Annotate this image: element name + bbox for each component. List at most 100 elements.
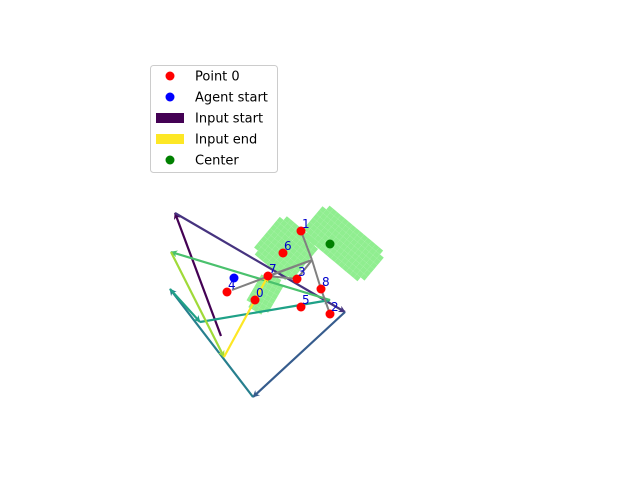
cell [342, 225, 350, 233]
cell [353, 228, 361, 236]
cell [264, 239, 272, 247]
cell [330, 215, 338, 223]
cell [307, 228, 315, 236]
cell [271, 238, 279, 246]
trajectory-segment [252, 311, 346, 398]
cell [332, 236, 340, 245]
cell [309, 217, 317, 225]
cell [319, 245, 327, 253]
cell [346, 228, 354, 236]
cell [345, 260, 353, 268]
legend-label: Input end [195, 133, 257, 148]
cell [360, 234, 368, 242]
legend-marker [165, 92, 175, 102]
cell [319, 213, 327, 221]
cell [257, 246, 265, 254]
cell [273, 259, 281, 267]
cell [316, 217, 324, 225]
cell [369, 247, 377, 256]
cell [314, 227, 322, 235]
cell [357, 238, 365, 246]
cell [283, 255, 291, 263]
cell [307, 242, 315, 250]
cell [360, 266, 368, 274]
cell [311, 245, 319, 253]
cell [274, 234, 282, 242]
point-label: 0 [256, 286, 264, 300]
cell [337, 247, 345, 255]
cell [283, 216, 291, 224]
cell [259, 303, 267, 311]
cell [284, 223, 292, 231]
cell [344, 246, 352, 254]
cell [266, 301, 274, 309]
cell [355, 256, 363, 264]
cell [262, 287, 270, 295]
link-line [311, 259, 322, 290]
cell [334, 219, 342, 227]
cell [277, 262, 285, 270]
cell [323, 216, 331, 224]
cell [254, 243, 262, 251]
cell [261, 243, 269, 251]
cell [257, 296, 265, 304]
legend-label: Agent start [195, 91, 268, 106]
cell [339, 236, 347, 244]
cell [284, 269, 292, 277]
cell [348, 256, 356, 264]
link-line [267, 259, 313, 277]
cell [322, 248, 331, 256]
cell [303, 232, 311, 240]
cell [307, 235, 315, 243]
cell [273, 227, 282, 235]
cell [287, 258, 295, 266]
legend-marker [165, 71, 175, 81]
cell [313, 220, 321, 228]
cell [264, 294, 272, 302]
cell [330, 247, 338, 255]
cell [349, 270, 357, 278]
cell [335, 226, 343, 234]
point-marker [278, 248, 288, 258]
cell [376, 247, 384, 255]
legend: Point 0 Agent start Input start Input end Ce… [150, 65, 278, 173]
cell [276, 216, 284, 224]
cell [356, 263, 364, 271]
cell [370, 262, 378, 270]
cell [316, 210, 324, 218]
cell [334, 258, 342, 266]
cell [328, 233, 336, 241]
cell [366, 258, 374, 266]
cell [264, 246, 272, 254]
point-label: 6 [284, 239, 292, 253]
cell [293, 243, 301, 251]
cell [267, 235, 275, 243]
cell [341, 257, 349, 265]
trajectory-segment [173, 212, 223, 337]
cell [314, 234, 322, 243]
cell [362, 248, 370, 256]
cell [368, 240, 376, 248]
cell [372, 244, 380, 252]
cell [266, 228, 274, 236]
cell [340, 250, 348, 258]
cell [339, 229, 347, 237]
cell [291, 268, 299, 276]
cell [280, 259, 288, 267]
cell [296, 246, 304, 255]
cell [318, 238, 326, 246]
cell [369, 255, 377, 263]
point-marker [325, 309, 335, 319]
cell [287, 219, 295, 227]
cell [333, 251, 341, 259]
cell [336, 240, 344, 248]
trajectory-segment [170, 251, 225, 358]
point-label: 3 [298, 265, 306, 279]
cell [347, 242, 355, 250]
cell [330, 254, 338, 262]
cell [342, 264, 350, 272]
cell [367, 265, 375, 273]
cell [270, 231, 278, 239]
legend-label: Point 0 [195, 70, 240, 85]
cell [337, 254, 345, 262]
